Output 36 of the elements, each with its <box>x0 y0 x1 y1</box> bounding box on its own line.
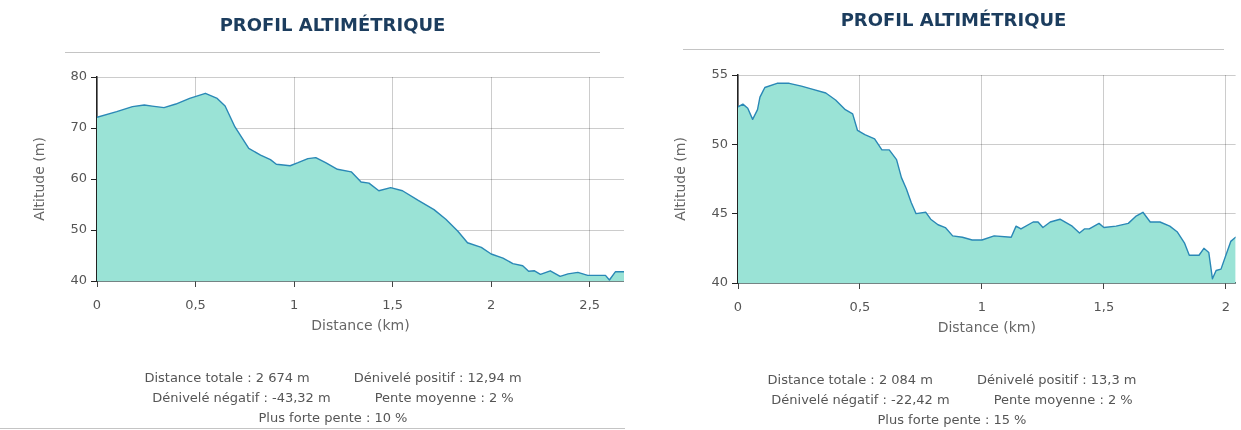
text: Pente moyenne : 2 % <box>993 391 1133 409</box>
x-tick-label: 2 <box>487 297 496 313</box>
text: Dénivelé positif : 12,94 m <box>353 369 522 387</box>
y-tick-label: 45 <box>711 205 728 221</box>
x-axis-title: Distance (km) <box>937 319 1036 336</box>
y-tick-label: 70 <box>70 119 87 135</box>
y-tick-label: 55 <box>711 66 728 82</box>
x-tick-label: 2 <box>1221 299 1231 315</box>
x-axis-title: Distance (km) <box>311 317 410 334</box>
text: Dénivelé négatif : -22,42 m <box>771 391 950 409</box>
chart-title: PROFIL ALTIMÉTRIQUE <box>839 8 1068 32</box>
text: Distance totale : 2 674 m <box>144 369 310 387</box>
y-tick-label: 80 <box>70 68 87 84</box>
x-tick-label: 1 <box>289 297 299 313</box>
text: Plus forte pente : 10 % <box>258 409 408 427</box>
x-tick-label: 0,5 <box>185 297 206 313</box>
x-tick-label: 1,5 <box>1093 299 1115 315</box>
text: Plus forte pente : 15 % <box>877 411 1027 429</box>
y-tick-label: 50 <box>711 135 728 151</box>
x-tick-label: 1,5 <box>382 297 403 313</box>
y-tick-label: 40 <box>711 274 728 290</box>
x-tick-label: 0 <box>92 297 102 313</box>
y-axis-title: Altitude (m) <box>31 137 48 221</box>
y-tick-label: 50 <box>70 221 87 237</box>
y-tick-label: 60 <box>70 170 87 186</box>
y-axis-title: Altitude (m) <box>672 137 689 221</box>
text: Dénivelé négatif : -43,32 m <box>152 389 331 407</box>
text: Dénivelé positif : 13,3 m <box>976 371 1137 389</box>
text: Pente moyenne : 2 % <box>374 389 514 407</box>
x-tick-label: 1 <box>977 299 987 315</box>
x-tick-label: 2,5 <box>579 297 601 313</box>
y-tick-label: 40 <box>70 272 87 288</box>
text: Distance totale : 2 084 m <box>767 371 933 389</box>
x-tick-label: 0,5 <box>849 299 871 315</box>
chart-title: PROFIL ALTIMÉTRIQUE <box>218 13 447 37</box>
x-tick-label: 0 <box>733 299 743 315</box>
